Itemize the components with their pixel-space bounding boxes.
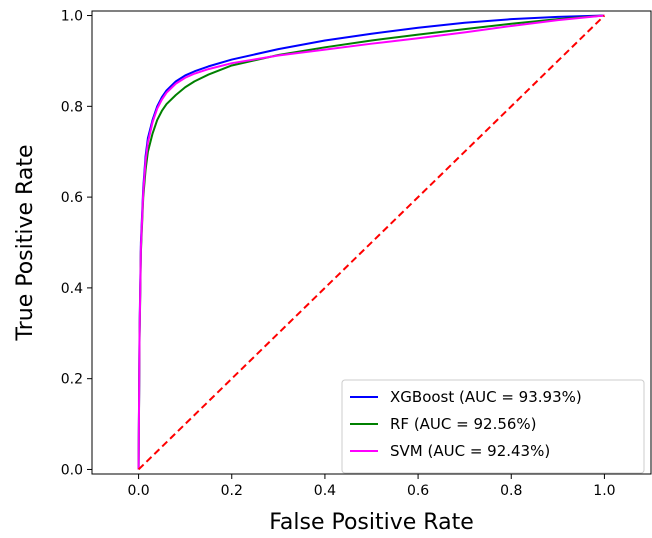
- x-tick-label: 0.0: [127, 483, 149, 499]
- legend: XGBoost (AUC = 93.93%) RF (AUC = 92.56%) S…: [341, 379, 645, 474]
- legend-label: XGBoost (AUC = 93.93%): [390, 388, 582, 406]
- legend-label: SVM (AUC = 92.43%): [390, 442, 550, 460]
- series-lines: [137, 14, 606, 471]
- y-tick-label: 0.6: [61, 190, 83, 206]
- series-line-2: [137, 14, 605, 470]
- x-tick-label: 0.2: [221, 483, 243, 499]
- legend-box: [341, 379, 645, 474]
- y-tick-label: 1.0: [61, 9, 83, 25]
- y-axis-label: True Positive Rate: [13, 145, 38, 342]
- y-tick-label: 0.0: [61, 462, 83, 478]
- x-tick-label: 1.0: [593, 483, 615, 499]
- x-tick-label: 0.4: [314, 483, 336, 499]
- x-axis-label: False Positive Rate: [269, 510, 473, 535]
- x-tick-label: 0.6: [407, 483, 429, 499]
- y-tick-label: 0.2: [61, 372, 83, 388]
- y-tick-label: 0.8: [61, 99, 83, 115]
- axes: 0.0 0.2 0.4 0.6 0.8 1.0 0.0 0.2 0.4 0.6 0.8 1.0: [61, 9, 652, 499]
- chance-diagonal-line: [137, 14, 606, 471]
- plot-frame: [91, 10, 652, 475]
- legend-label: RF (AUC = 92.56%): [390, 415, 537, 433]
- y-tick-label: 0.4: [61, 281, 83, 297]
- x-tick-label: 0.8: [500, 483, 522, 499]
